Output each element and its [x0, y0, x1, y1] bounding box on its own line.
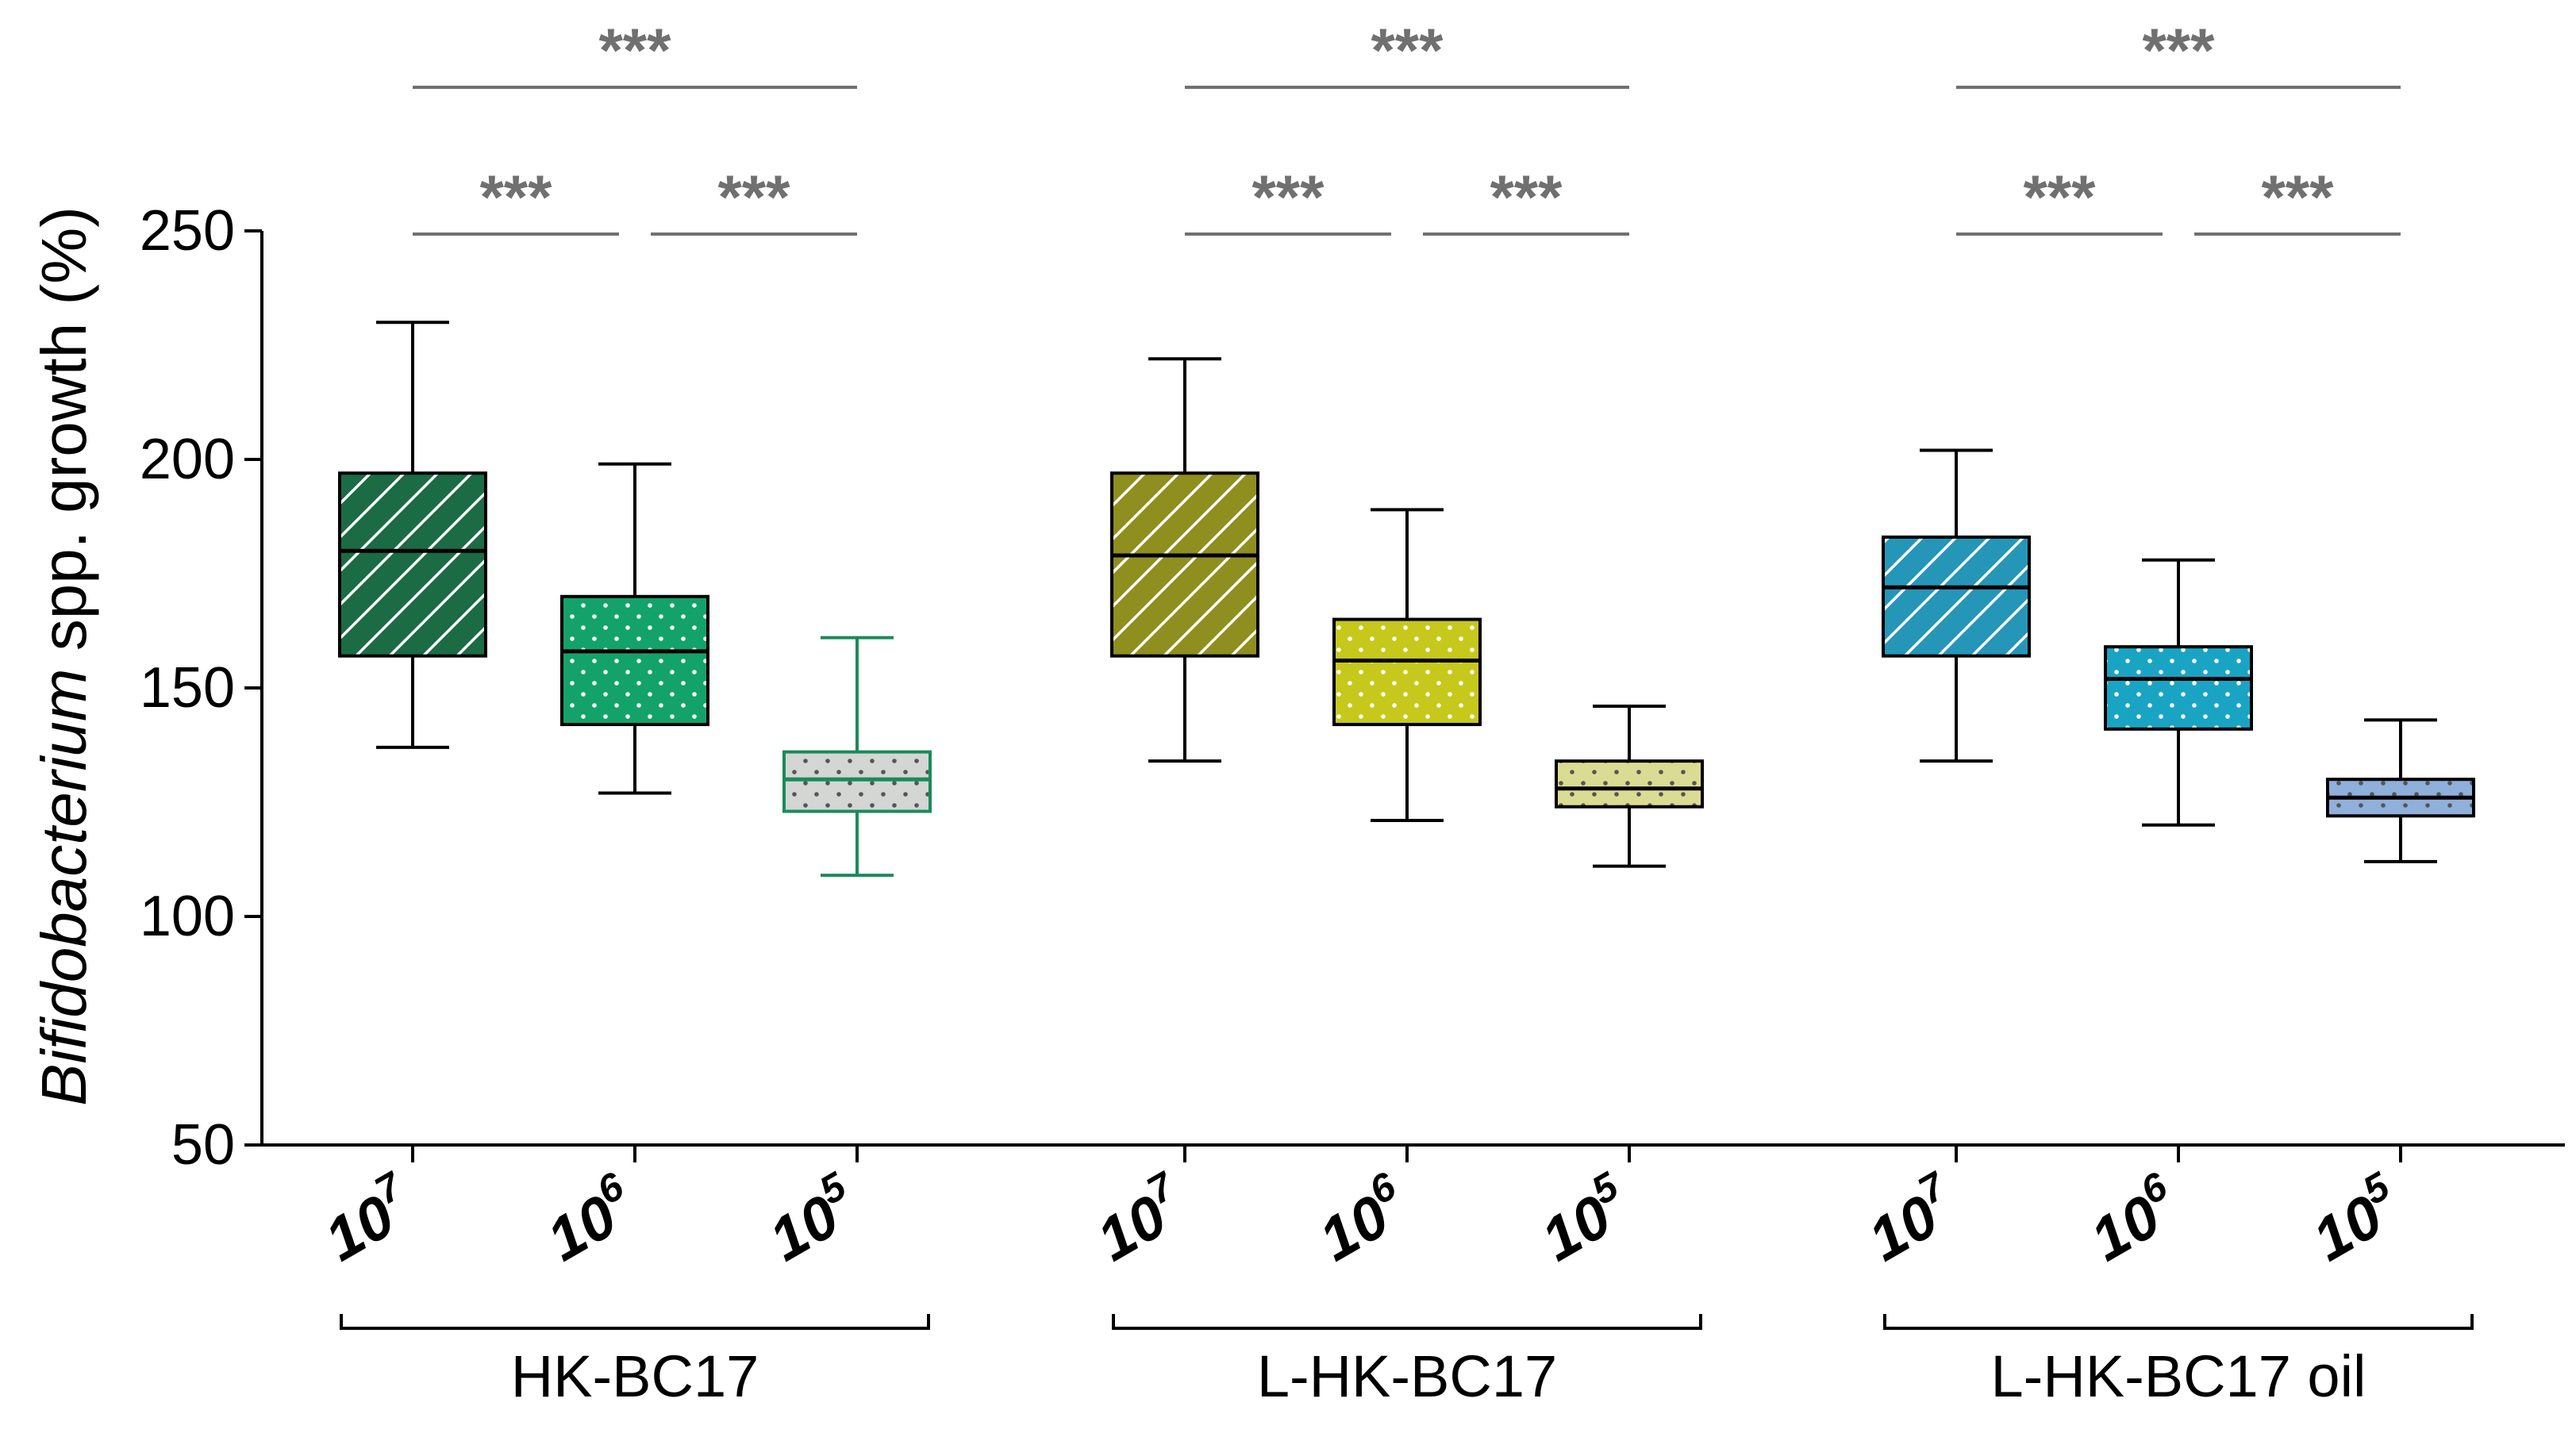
boxes	[338, 321, 2475, 878]
x-tick-label: 105	[754, 1163, 870, 1274]
significance-label-top: ***	[598, 15, 671, 85]
x-tick-label: 106	[532, 1163, 648, 1274]
iqr-box	[1110, 471, 1259, 658]
box-l-hk-bc17-oil-10-6	[2104, 558, 2253, 827]
box-l-hk-bc17-10-6	[1332, 508, 1482, 823]
iqr-box	[2104, 645, 2253, 731]
box-hk-bc17-10-5	[782, 636, 932, 878]
significance-annotations: *** *** *** *** *** *** *** *** ***	[413, 15, 2401, 236]
y-tick-label: 200	[140, 428, 235, 491]
box-hk-bc17-10-6	[560, 462, 709, 795]
y-tick-label: 50	[171, 1113, 235, 1177]
group-label: L-HK-BC17 oil	[1991, 1343, 2366, 1409]
group-label: L-HK-BC17	[1257, 1343, 1557, 1409]
box-l-hk-bc17-10-5	[1555, 705, 1704, 868]
significance-label-right: ***	[717, 162, 790, 232]
significance-label-right: ***	[2261, 162, 2334, 232]
box-l-hk-bc17-oil-10-5	[2326, 718, 2475, 863]
x-tick-label: 107	[1853, 1162, 1970, 1274]
significance-label-top: ***	[1371, 15, 1444, 85]
y-axis-title-rest: spp. growth (%)	[29, 206, 99, 668]
group-label: HK-BC17	[511, 1343, 759, 1409]
significance-label-left: ***	[2023, 162, 2096, 232]
x-tick-label: 105	[1526, 1163, 1642, 1274]
iqr-box	[1332, 617, 1482, 727]
axis-labels: Bifidobacterium spp. growth (%) 107 106 105…	[29, 206, 2474, 1409]
x-tick-label: 105	[2297, 1163, 2413, 1274]
group-bracket	[1112, 1314, 1702, 1330]
x-tick-label: 107	[310, 1162, 426, 1274]
iqr-box	[338, 471, 487, 658]
x-tick-label: 106	[2075, 1163, 2191, 1274]
box-l-hk-bc17-oil-10-7	[1882, 448, 2031, 763]
iqr-box	[1882, 535, 2031, 658]
iqr-box	[560, 594, 709, 727]
axes: 50 100 150 200 250	[140, 199, 2565, 1177]
x-tick-label: 107	[1082, 1162, 1198, 1274]
y-tick-label: 150	[140, 656, 235, 720]
group-bracket	[1883, 1314, 2474, 1330]
iqr-box	[782, 750, 932, 813]
group-bracket	[340, 1314, 930, 1330]
y-tick-label: 250	[140, 199, 235, 263]
y-axis-title-italic: Bifidobacterium	[29, 669, 99, 1106]
box-hk-bc17-10-7	[338, 321, 487, 749]
y-axis-title: Bifidobacterium spp. growth (%)	[29, 206, 99, 1106]
significance-label-left: ***	[1251, 162, 1325, 232]
box-l-hk-bc17-10-7	[1110, 357, 1259, 763]
significance-label-left: ***	[479, 162, 552, 232]
y-tick-label: 100	[140, 885, 235, 948]
iqr-box	[1555, 759, 1704, 809]
significance-label-right: ***	[1490, 162, 1563, 232]
significance-label-top: ***	[2142, 15, 2215, 85]
x-tick-label: 106	[1304, 1163, 1420, 1274]
